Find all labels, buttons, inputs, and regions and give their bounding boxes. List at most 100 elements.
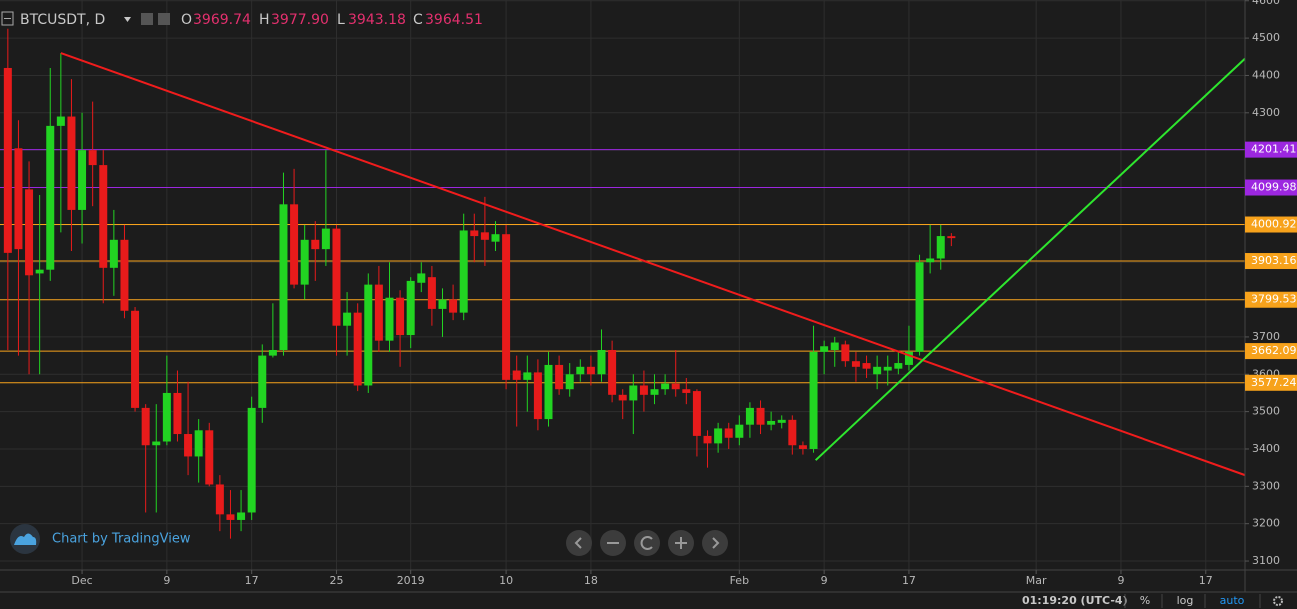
x-tick-label: 25 <box>329 574 343 587</box>
candle-body <box>237 512 246 520</box>
candle-body <box>756 407 765 425</box>
candle-body <box>830 342 839 350</box>
candle-body <box>491 234 500 242</box>
candle-body <box>56 116 65 126</box>
candle-body <box>247 407 256 513</box>
candle-body <box>502 234 511 380</box>
settings-gear[interactable] <box>1273 596 1283 606</box>
candle-body <box>173 392 182 435</box>
level-tag-label: 3903.16 <box>1251 254 1297 267</box>
symbol[interactable]: BTCUSDT, D <box>20 12 105 28</box>
logo-cloud <box>14 533 37 545</box>
y-tick-label: 4600 <box>1252 0 1280 7</box>
candle-body <box>851 361 860 367</box>
x-tick-label: 9 <box>821 574 828 587</box>
auto-button[interactable]: auto <box>1220 594 1245 607</box>
candle-body <box>258 355 267 408</box>
plot-area <box>0 28 1246 539</box>
candle-body <box>555 364 564 390</box>
level-tag-label: 4000.92 <box>1251 218 1297 231</box>
candle-body <box>300 239 309 285</box>
level-tag-label: 3662.09 <box>1251 344 1297 357</box>
candle-body <box>533 372 542 420</box>
level-tag-label: 4099.98 <box>1251 181 1297 194</box>
trend-line <box>814 57 1246 461</box>
candle-body <box>661 383 670 390</box>
candle-body <box>215 484 224 515</box>
x-tick-label: 17 <box>902 574 916 587</box>
x-tick-label: 17 <box>1199 574 1213 587</box>
x-tick-label: Dec <box>71 574 92 587</box>
settings-icon[interactable] <box>141 13 153 25</box>
candle-body <box>78 150 87 210</box>
level-tag <box>1245 141 1297 158</box>
candle-body <box>470 230 479 237</box>
candle-body <box>894 363 903 369</box>
candle-body <box>321 228 330 250</box>
level-tag <box>1245 179 1297 196</box>
log-button[interactable]: log <box>1177 594 1194 607</box>
candle-body <box>459 230 468 313</box>
navigation-buttons <box>566 530 728 556</box>
collapse-icon[interactable] <box>1 11 14 26</box>
ohlc-label: H <box>259 12 270 28</box>
y-tick-label: 3700 <box>1252 330 1280 343</box>
candle-body <box>523 372 532 380</box>
branding-text[interactable]: Chart by TradingView <box>52 532 191 547</box>
candle-body <box>947 236 956 239</box>
candle-body <box>724 428 733 438</box>
candle-body <box>353 312 362 386</box>
ohlc-value: 3943.18 <box>348 12 406 28</box>
reset-button[interactable] <box>634 530 660 556</box>
close-icon[interactable] <box>158 13 170 25</box>
candle-body <box>565 374 574 390</box>
candle-body <box>873 366 882 375</box>
candle-body <box>597 349 606 375</box>
level-tag-label: 4201.41 <box>1251 143 1297 156</box>
candle-body <box>544 364 553 420</box>
candle-body <box>406 280 415 336</box>
x-tick-label: 10 <box>499 574 513 587</box>
candle-body <box>152 441 161 446</box>
symbol-dropdown[interactable] <box>124 17 131 22</box>
candle-body <box>714 428 723 444</box>
candle-body <box>438 299 447 309</box>
ohlc-value: 3964.51 <box>425 12 483 28</box>
branding[interactable]: Chart by TradingView <box>10 524 191 554</box>
clock: 01:19:20 (UTC-4) <box>1022 594 1128 607</box>
y-tick-label: 3200 <box>1252 517 1280 530</box>
candle-body <box>396 297 405 336</box>
candle-body <box>25 189 34 276</box>
candle-body <box>926 258 935 263</box>
candle-body <box>311 239 320 250</box>
scroll-right-button[interactable] <box>702 530 728 556</box>
candle-body <box>745 407 754 425</box>
y-tick-label: 4500 <box>1252 31 1280 44</box>
y-tick-label: 3500 <box>1252 405 1280 418</box>
candle-body <box>88 150 97 166</box>
candle-body <box>268 349 277 356</box>
candle-body <box>162 392 171 442</box>
candle-body <box>290 204 299 285</box>
candle-body <box>99 165 108 268</box>
candle-body <box>205 430 214 485</box>
percent-button[interactable]: % <box>1140 594 1150 607</box>
scroll-right-icon <box>712 537 720 549</box>
scroll-left-button[interactable] <box>566 530 592 556</box>
candle-body <box>343 312 352 326</box>
candle-body <box>692 391 701 436</box>
axes: 3100320033003400350036003700380039004000… <box>71 0 1297 587</box>
level-tag <box>1245 343 1297 360</box>
candle-body <box>449 299 458 313</box>
candle-body <box>194 430 203 457</box>
x-tick-label: Mar <box>1026 574 1047 587</box>
candle-body <box>46 125 55 270</box>
ohlc-label: C <box>413 12 423 28</box>
candle-body <box>682 389 691 393</box>
candle-body <box>427 277 436 309</box>
x-tick-label: 18 <box>584 574 598 587</box>
trend-line <box>60 52 1246 477</box>
ohlc-value: 3969.74 <box>193 12 251 28</box>
